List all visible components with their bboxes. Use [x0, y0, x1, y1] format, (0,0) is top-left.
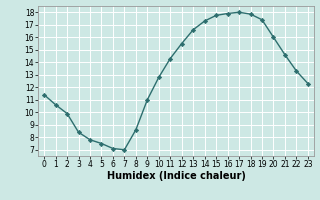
X-axis label: Humidex (Indice chaleur): Humidex (Indice chaleur) — [107, 171, 245, 181]
